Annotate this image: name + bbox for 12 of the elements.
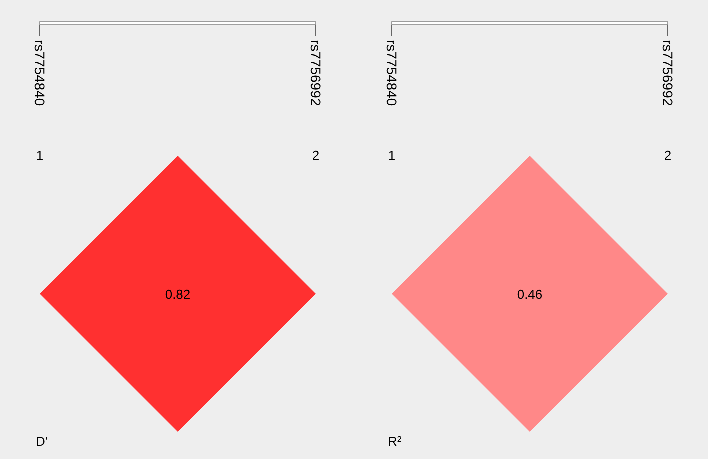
text: D' [36,434,48,449]
text: rs7756992 [660,40,676,106]
text: 2 [664,148,672,163]
text: rs7754840 [32,40,48,106]
data-label: 0.46 [517,287,543,302]
data-label: 0.82 [165,287,191,302]
text: rs7754840 [384,40,400,106]
text: 1 [36,148,44,163]
text: rs7756992 [308,40,324,106]
text: 2 [312,148,320,163]
text: 1 [388,148,396,163]
text: R$^{2}$ [388,434,402,449]
